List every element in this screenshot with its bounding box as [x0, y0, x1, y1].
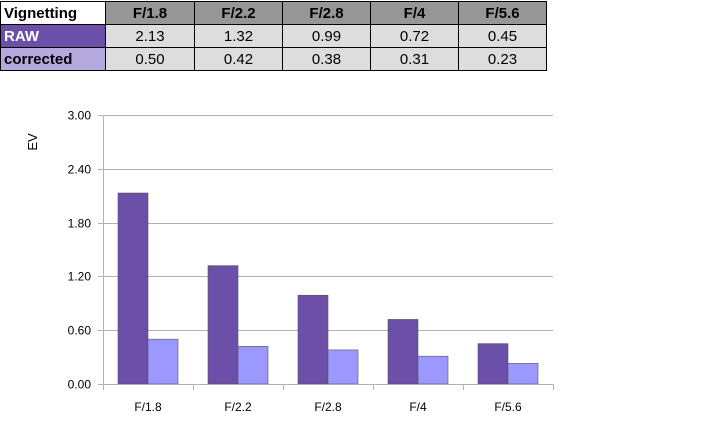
data-table: Vignetting F/1.8 F/2.2 F/2.8 F/4 F/5.6 R… — [0, 1, 547, 71]
column-header: F/4 — [370, 1, 459, 25]
bar — [507, 363, 539, 385]
table-cell: 0.45 — [458, 24, 547, 48]
table-cell: 1.32 — [194, 24, 283, 48]
y-tick-label: 0.00 — [68, 378, 92, 392]
row-label-corrected: corrected — [0, 47, 106, 71]
bar — [237, 346, 269, 385]
bar — [477, 343, 509, 385]
y-tick-label: 1.20 — [68, 270, 92, 284]
x-tick-label: F/2.2 — [224, 400, 252, 414]
bar — [297, 294, 329, 385]
y-tick-label: 1.80 — [68, 217, 92, 231]
table-cell: 0.31 — [370, 47, 459, 71]
x-tick-label: F/5.6 — [494, 400, 522, 414]
table-cell: 0.42 — [194, 47, 283, 71]
table-corner-label: Vignetting — [0, 1, 106, 25]
table-row: RAW 2.13 1.32 0.99 0.72 0.45 — [0, 24, 547, 48]
table-cell: 0.50 — [105, 47, 195, 71]
bar — [327, 349, 359, 385]
table-cell: 0.38 — [282, 47, 371, 71]
row-label-raw: RAW — [0, 24, 106, 48]
table-cell: 0.99 — [282, 24, 371, 48]
table-cell: 0.23 — [458, 47, 547, 71]
y-tick-label: 2.40 — [68, 163, 92, 177]
y-tick-label: 0.60 — [68, 324, 92, 338]
bar — [387, 319, 419, 385]
x-tick-label: F/2.8 — [314, 400, 342, 414]
x-tick-label: F/1.8 — [134, 400, 162, 414]
table-row: corrected 0.50 0.42 0.38 0.31 0.23 — [0, 47, 547, 71]
bar — [117, 192, 149, 385]
column-header: F/2.8 — [282, 1, 371, 25]
bars — [117, 192, 539, 385]
bar — [417, 355, 449, 385]
bar — [207, 265, 239, 385]
y-axis-label: EV — [25, 133, 40, 151]
axes: 0.00 0.60 1.20 1.80 2.40 3.00 F/1.8 F/2.2 F/2.8 F… — [68, 109, 554, 414]
y-tick-label: 3.00 — [68, 109, 92, 123]
x-tick-label: F/4 — [409, 400, 427, 414]
table-header-row: Vignetting F/1.8 F/2.2 F/2.8 F/4 F/5.6 — [0, 1, 547, 25]
table-cell: 0.72 — [370, 24, 459, 48]
bar — [147, 338, 179, 385]
